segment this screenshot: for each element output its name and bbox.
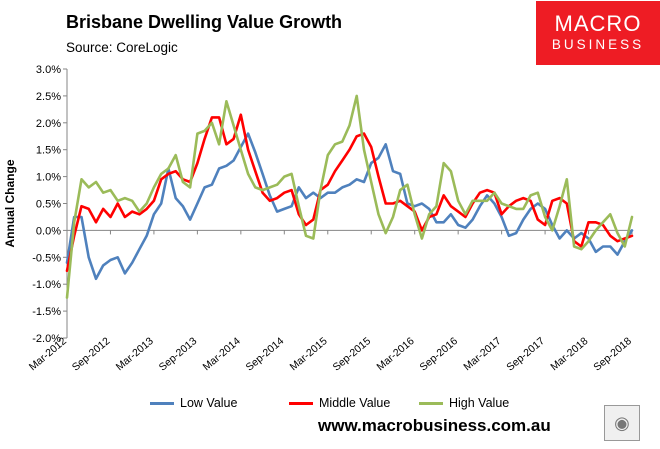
wolf-icon: ◉ bbox=[604, 405, 640, 441]
chart-legend: Low Value Middle Value High Value bbox=[0, 392, 660, 416]
x-tick-label: Sep-2012 bbox=[70, 335, 113, 374]
chart-source: Source: CoreLogic bbox=[66, 40, 178, 55]
y-tick-label: 0.5% bbox=[36, 199, 61, 211]
y-tick-label: 2.5% bbox=[36, 91, 61, 103]
x-tick-label: Mar-2014 bbox=[201, 335, 243, 373]
legend-label: High Value bbox=[449, 396, 510, 410]
legend-swatch bbox=[150, 401, 174, 405]
y-tick-label: 0.0% bbox=[36, 225, 61, 237]
x-tick-label: Sep-2015 bbox=[331, 335, 374, 374]
chart-title: Brisbane Dwelling Value Growth bbox=[66, 12, 343, 32]
y-tick-label: -1.0% bbox=[32, 279, 61, 291]
series-line-middle-value bbox=[65, 113, 634, 273]
y-tick-label: 1.5% bbox=[36, 145, 61, 157]
legend-label: Middle Value bbox=[319, 396, 391, 410]
legend-swatch bbox=[289, 401, 313, 405]
legend-item-high-value: High Value bbox=[419, 396, 509, 410]
legend-label: Low Value bbox=[180, 396, 238, 410]
legend-swatch bbox=[419, 401, 443, 405]
x-tick-label: Sep-2018 bbox=[591, 335, 634, 374]
footer-url[interactable]: www.macrobusiness.com.au bbox=[318, 416, 551, 435]
x-tick-label: Sep-2017 bbox=[504, 335, 547, 374]
x-tick-label: Mar-2017 bbox=[461, 335, 503, 373]
x-tick-label: Mar-2018 bbox=[548, 335, 590, 373]
x-tick-label: Mar-2016 bbox=[374, 335, 416, 373]
y-tick-label: 2.0% bbox=[36, 118, 61, 130]
y-axis-title: Annual Change bbox=[3, 159, 17, 247]
y-tick-label: -2.0% bbox=[32, 333, 61, 345]
logo-line1: MACRO bbox=[554, 11, 642, 36]
x-tick-label: Sep-2016 bbox=[417, 335, 460, 374]
y-tick-label: 1.0% bbox=[36, 172, 61, 184]
logo-line2: BUSINESS bbox=[551, 37, 645, 52]
x-tick-label: Mar-2015 bbox=[288, 335, 330, 373]
x-tick-label: Sep-2014 bbox=[244, 335, 287, 374]
y-tick-label: 3.0% bbox=[36, 64, 61, 76]
legend-item-low-value: Low Value bbox=[150, 396, 237, 410]
x-tick-label: Mar-2013 bbox=[114, 335, 156, 373]
series-line-low-value bbox=[65, 132, 634, 281]
y-tick-label: -0.5% bbox=[32, 252, 61, 264]
x-tick-label: Sep-2013 bbox=[157, 335, 200, 374]
legend-item-middle-value: Middle Value bbox=[289, 396, 390, 410]
macro-business-logo: MACRO BUSINESS bbox=[536, 1, 660, 65]
series-line-high-value bbox=[65, 94, 634, 299]
y-tick-label: -1.5% bbox=[32, 306, 61, 318]
